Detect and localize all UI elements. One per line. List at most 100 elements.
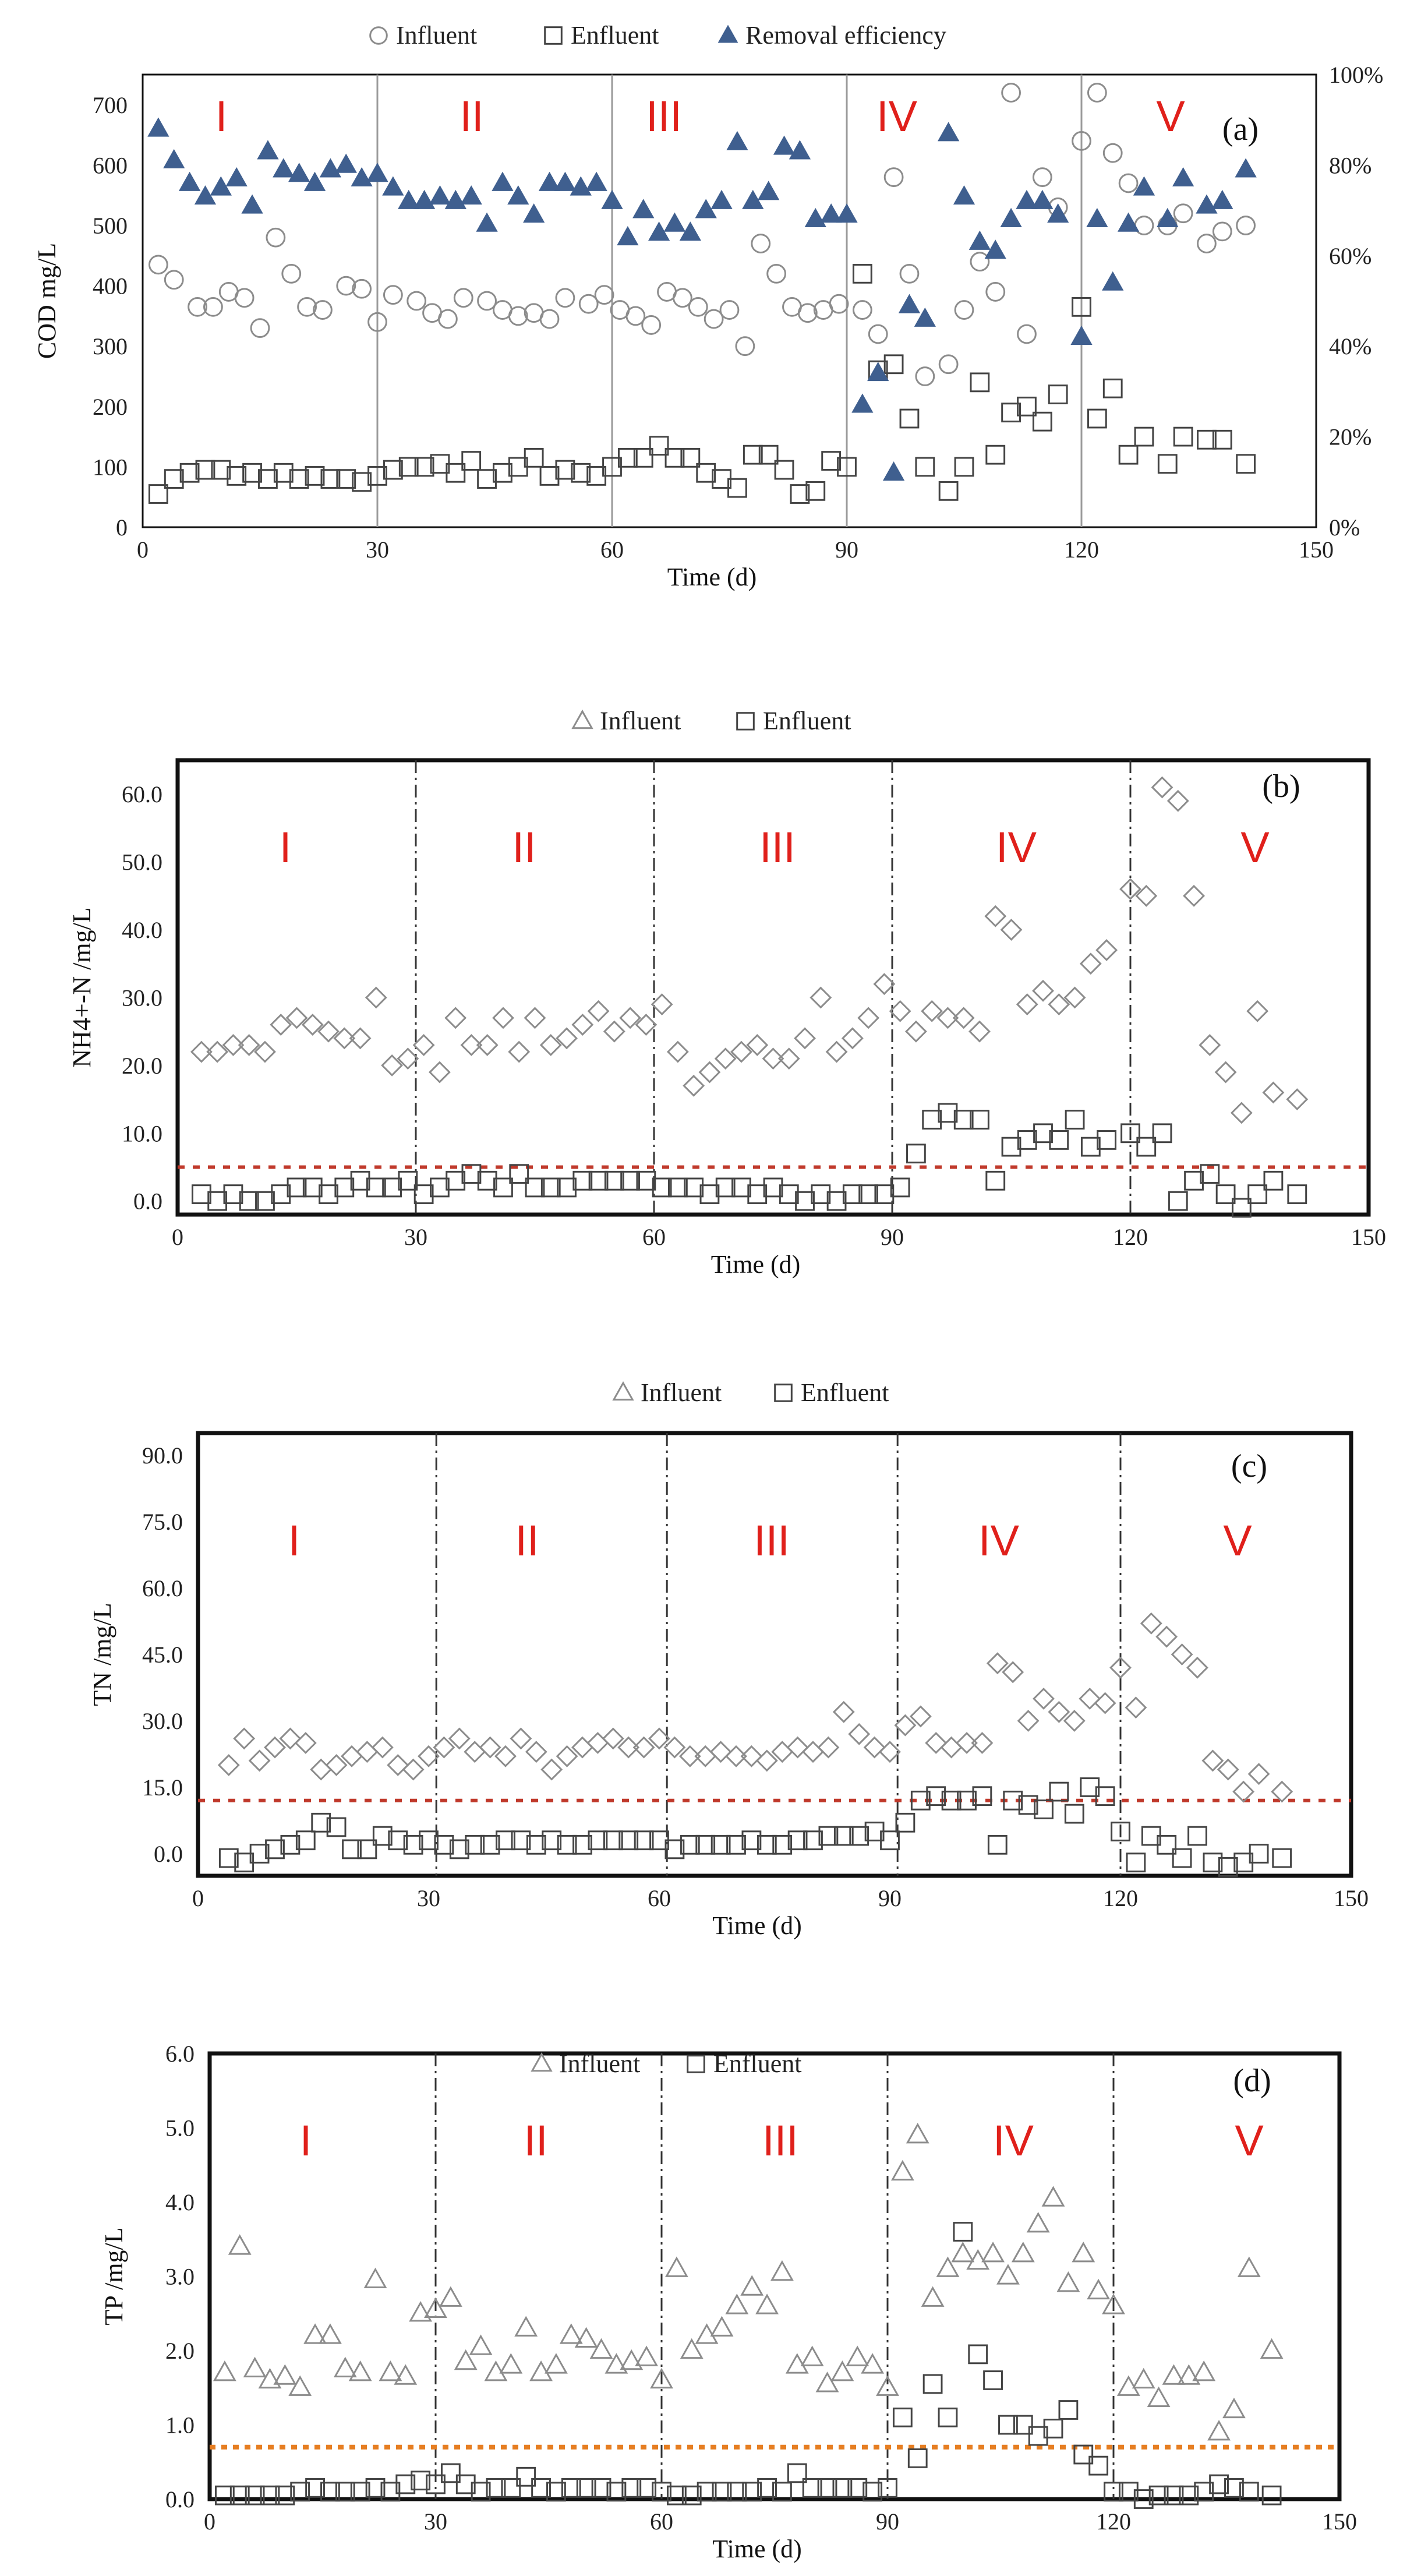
- y-tick-label: 90.0: [142, 1442, 183, 1469]
- legend-label: Enfluent: [801, 1378, 889, 1407]
- data-point-removal: [664, 213, 685, 231]
- data-point-effluent: [939, 2408, 957, 2426]
- y-tick-label: 6.0: [165, 2041, 195, 2067]
- data-point-influent: [752, 235, 770, 253]
- data-point-influent: [802, 2348, 822, 2366]
- data-point-influent: [970, 1022, 989, 1042]
- data-point-influent: [1043, 2187, 1063, 2206]
- data-point-effluent: [916, 458, 934, 476]
- data-point-influent: [987, 283, 1005, 301]
- data-point-influent: [1172, 1645, 1192, 1664]
- data-point-influent: [1058, 2273, 1079, 2291]
- data-point-effluent: [987, 446, 1005, 464]
- data-point-effluent: [853, 264, 871, 283]
- data-point-removal: [179, 172, 200, 190]
- legend-marker: [775, 1385, 792, 1402]
- data-point-influent: [843, 1029, 863, 1049]
- data-point-influent: [720, 301, 738, 319]
- data-point-influent: [811, 988, 831, 1008]
- data-point-removal: [1236, 159, 1256, 177]
- data-point-removal: [493, 172, 513, 190]
- data-point-influent: [1148, 2388, 1169, 2406]
- data-point-removal: [430, 186, 450, 204]
- data-point-influent: [1141, 1614, 1161, 1633]
- data-point-influent: [742, 2277, 762, 2295]
- y-tick-label: 4.0: [165, 2189, 195, 2215]
- data-point-influent: [365, 2270, 386, 2288]
- data-point-influent: [1119, 2377, 1139, 2395]
- data-point-influent: [968, 2251, 988, 2269]
- data-point-influent: [1013, 2243, 1033, 2261]
- data-point-effluent: [1169, 1192, 1187, 1210]
- data-point-influent: [1088, 2281, 1109, 2299]
- data-point-influent: [165, 271, 183, 289]
- data-point-influent: [830, 295, 848, 313]
- legend-marker: [719, 26, 737, 43]
- phase-label: IV: [978, 1516, 1020, 1565]
- data-point-influent: [1209, 2422, 1229, 2440]
- data-point-influent: [697, 2325, 717, 2343]
- data-point-influent: [446, 1008, 465, 1028]
- data-point-influent: [1233, 1782, 1253, 1802]
- data-point-influent: [684, 1076, 704, 1096]
- data-point-removal: [1212, 190, 1232, 209]
- data-point-influent: [589, 1001, 609, 1021]
- data-point-influent: [1288, 1089, 1307, 1109]
- data-point-effluent: [1059, 2401, 1077, 2419]
- phase-label: III: [646, 92, 682, 140]
- data-point-influent: [229, 2236, 250, 2254]
- data-point-influent: [1028, 2214, 1048, 2232]
- y-tick-label: 700: [93, 92, 128, 118]
- phase-label: II: [524, 2116, 547, 2165]
- data-point-influent: [366, 988, 386, 1008]
- data-point-removal: [602, 190, 623, 209]
- data-point-influent: [1168, 791, 1188, 811]
- data-point-influent: [757, 2295, 777, 2313]
- data-point-removal: [227, 168, 247, 186]
- data-point-influent: [1261, 2340, 1282, 2358]
- data-point-removal: [242, 195, 263, 213]
- data-point-influent: [540, 310, 558, 328]
- data-point-influent: [275, 2366, 295, 2384]
- data-point-influent: [890, 1001, 910, 1021]
- data-point-removal: [367, 164, 388, 182]
- data-point-removal: [164, 150, 184, 168]
- data-point-influent: [1264, 1083, 1284, 1103]
- data-point-influent: [1034, 1689, 1054, 1709]
- x-tick-label: 150: [1334, 1885, 1369, 1911]
- data-point-effluent: [1104, 379, 1122, 397]
- y2-tick-label: 0%: [1329, 514, 1360, 541]
- data-point-influent: [441, 2288, 461, 2306]
- legend-marker: [688, 2056, 705, 2073]
- data-point-influent: [849, 1724, 869, 1744]
- y-tick-label: 0.0: [154, 1841, 183, 1867]
- data-point-influent: [1187, 1658, 1207, 1678]
- x-tick-label: 60: [600, 537, 624, 563]
- data-point-influent: [605, 1022, 624, 1042]
- x-axis-title: Time (d): [712, 2535, 802, 2563]
- data-point-influent: [509, 1042, 529, 1062]
- data-point-influent: [380, 2362, 401, 2380]
- data-point-effluent: [939, 482, 957, 500]
- phase-label: II: [459, 92, 483, 140]
- data-point-influent: [637, 2348, 657, 2366]
- x-tick-label: 30: [366, 537, 389, 563]
- figure: 0 30 60 90 120 15001002003004005006007000%20%…: [0, 0, 1421, 2576]
- data-point-influent: [736, 337, 754, 355]
- data-point-influent: [337, 277, 355, 295]
- data-point-influent: [1097, 940, 1116, 960]
- y-tick-label: 3.0: [165, 2264, 195, 2290]
- data-point-influent: [922, 2288, 943, 2306]
- y-tick-label: 20.0: [122, 1053, 162, 1079]
- data-point-effluent: [1066, 1111, 1084, 1129]
- data-point-removal: [1087, 209, 1108, 227]
- y-tick-label: 30.0: [142, 1708, 183, 1734]
- data-point-influent: [1033, 168, 1051, 186]
- data-point-influent: [1194, 2362, 1214, 2380]
- data-point-influent: [939, 355, 957, 373]
- data-point-influent: [282, 264, 301, 283]
- y-axis-title: COD mg/L: [33, 243, 61, 359]
- y-tick-label: 0.0: [165, 2486, 195, 2513]
- data-point-removal: [571, 177, 591, 195]
- data-point-influent: [526, 1742, 546, 1762]
